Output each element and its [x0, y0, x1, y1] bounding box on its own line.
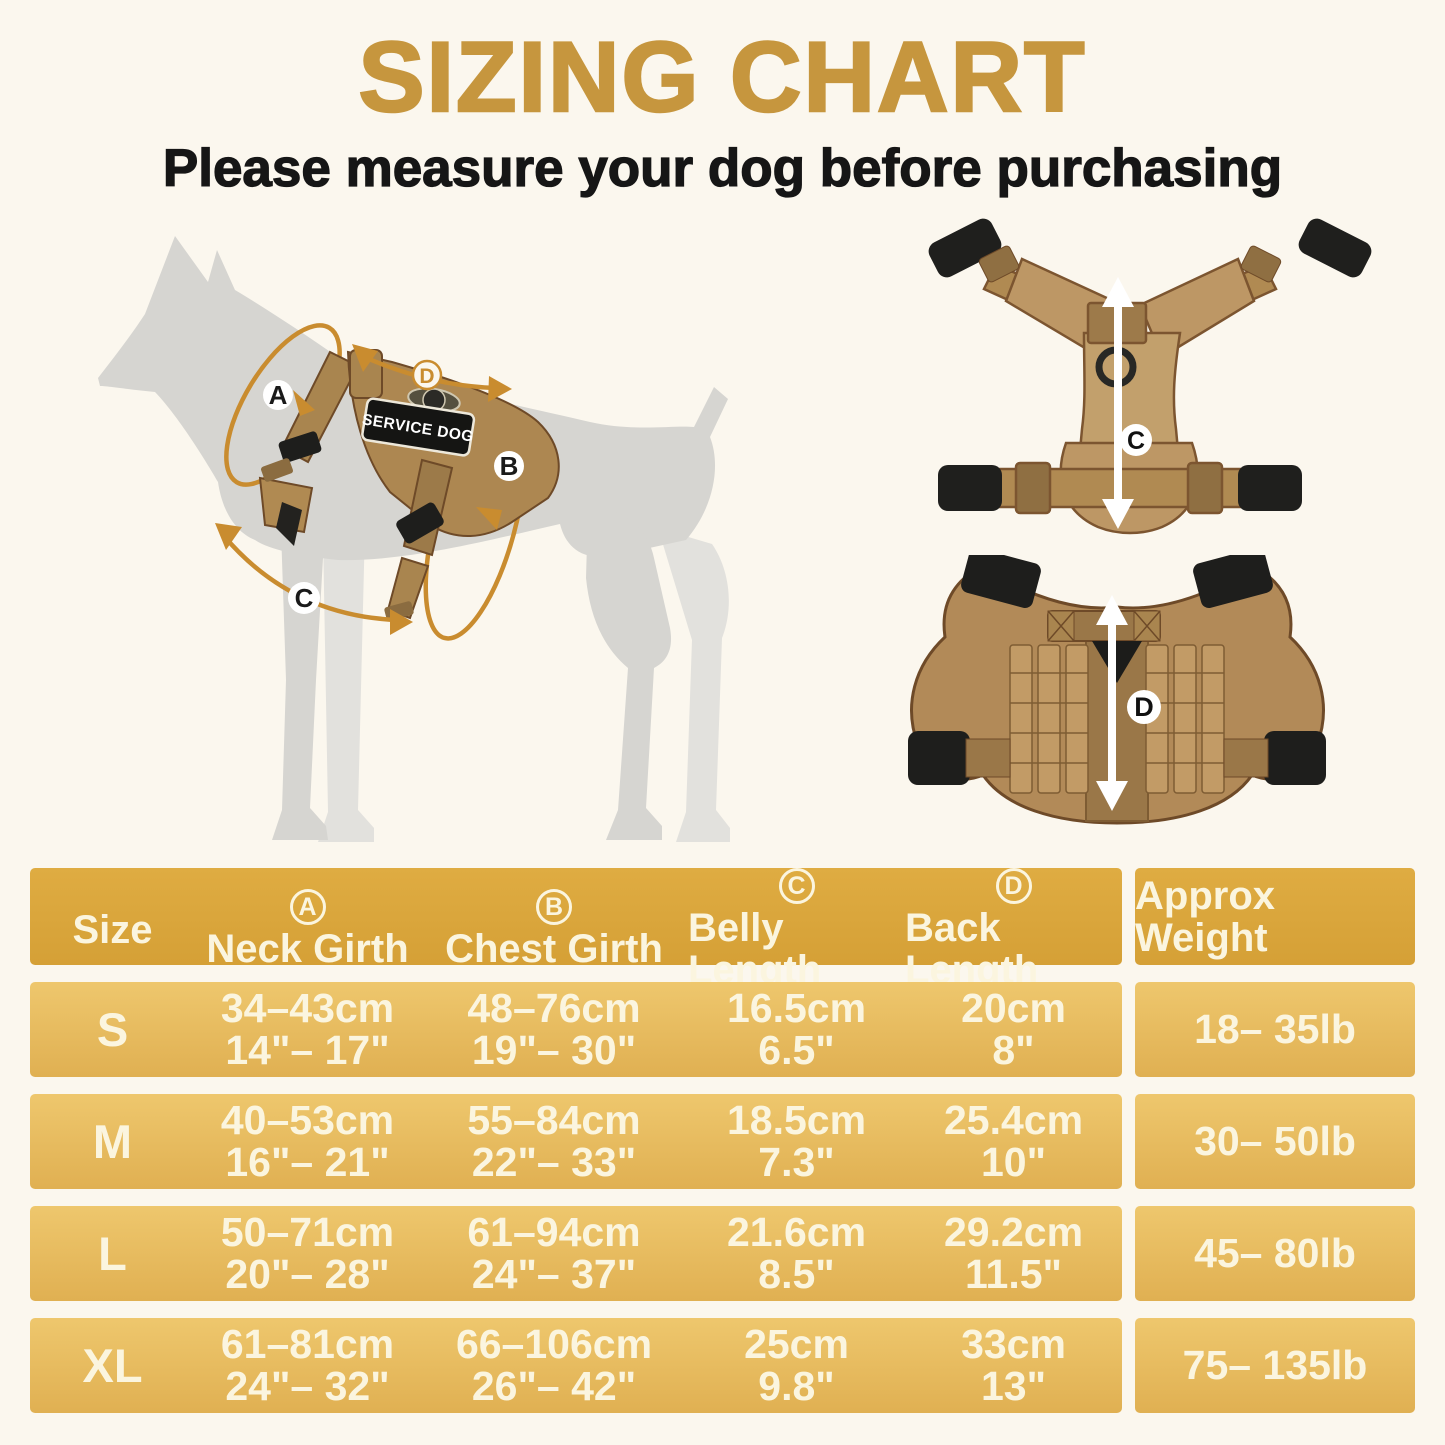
table-row-l: L 50–71cm 20"– 28" 61–94cm 24"– 37" 21.6…: [30, 1206, 1415, 1301]
header-cell-size: Size: [30, 868, 195, 991]
measure-label-d: D: [419, 365, 434, 388]
cell-size: M: [92, 1115, 133, 1168]
header-label: Belly Length: [688, 906, 822, 992]
cell-belly-length: 18.5cm 7.3": [688, 1094, 905, 1189]
header-label: Chest Girth: [445, 927, 663, 971]
value-in: 24"– 37": [471, 1251, 637, 1297]
cell-weight: 18– 35lb: [1194, 1006, 1356, 1052]
value-cm: 33cm: [961, 1321, 1066, 1367]
buckle-icons: [908, 555, 1326, 785]
molle-straps: [1009, 644, 1225, 794]
dog-measurement-diagram: SERVICE DOG A B C D: [98, 236, 730, 842]
value-in: 6.5": [758, 1027, 835, 1073]
value-cm: 50–71cm: [220, 1209, 395, 1255]
cell-belly-length: 25cm 9.8": [688, 1318, 905, 1413]
cell-chest-girth: 48–76cm 19"– 30": [420, 982, 688, 1077]
header-label: Size: [72, 907, 153, 952]
value-in: 11.5": [965, 1251, 1062, 1297]
cell-belly-length: 16.5cm 6.5": [688, 982, 905, 1077]
value-cm: 61–94cm: [467, 1209, 641, 1255]
value-in: 19"– 30": [471, 1027, 637, 1073]
chest-panel-label-c: C: [1127, 427, 1145, 455]
value-cm: 48–76cm: [467, 985, 641, 1031]
cell-weight: 75– 135lb: [1182, 1342, 1368, 1388]
cell-neck-girth: 61–81cm 24"– 32": [195, 1318, 420, 1413]
value-in: 8": [992, 1027, 1035, 1073]
cell-belly-length: 21.6cm 8.5": [688, 1206, 905, 1301]
harness-back-panel-image: D: [908, 555, 1326, 825]
belly-length-arrow-icon: C: [1102, 277, 1152, 529]
value-cm: 16.5cm: [726, 985, 867, 1031]
top-handle: [1047, 610, 1161, 642]
value-in: 16"– 21": [225, 1139, 390, 1185]
cell-neck-girth: 50–71cm 20"– 28": [195, 1206, 420, 1301]
value-cm: 61–81cm: [220, 1321, 395, 1367]
page-title: SIZING CHART: [357, 20, 1087, 134]
value-cm: 18.5cm: [726, 1097, 867, 1143]
value-in: 10": [980, 1139, 1047, 1185]
value-cm: 66–106cm: [455, 1321, 653, 1367]
value-cm: 20cm: [961, 985, 1066, 1031]
page-subtitle: Please measure your dog before purchasin…: [162, 138, 1283, 198]
service-dog-patch: SERVICE DOG: [361, 397, 476, 457]
header-cell-neck-girth: A Neck Girth: [195, 868, 420, 991]
cell-back-length: 33cm 13": [905, 1318, 1122, 1413]
measure-label-c: C: [295, 583, 314, 613]
measure-label-a: A: [269, 380, 288, 410]
cell-back-length: 20cm 8": [905, 982, 1122, 1077]
value-cm: 25cm: [744, 1321, 849, 1367]
header-label: Back Length: [905, 906, 1039, 992]
cell-weight: 45– 80lb: [1194, 1230, 1356, 1276]
value-cm: 55–84cm: [467, 1097, 641, 1143]
header-cell-belly-length: C Belly Length: [688, 868, 905, 991]
value-in: 14"– 17": [225, 1027, 390, 1073]
cell-size: XL: [82, 1339, 143, 1392]
value-cm: 34–43cm: [220, 985, 395, 1031]
table-row-xl: XL 61–81cm 24"– 32" 66–106cm 26"– 42" 25…: [30, 1318, 1415, 1413]
header-cell-chest-girth: B Chest Girth: [420, 868, 688, 991]
value-in: 22"– 33": [471, 1139, 637, 1185]
letter-c-badge: C: [778, 868, 815, 904]
back-length-arrow-icon: D: [1096, 595, 1161, 811]
letter-a-badge: A: [289, 889, 326, 925]
cell-size: L: [98, 1227, 127, 1280]
cell-neck-girth: 40–53cm 16"– 21": [195, 1094, 420, 1189]
header-cell-approx-weight: Approx Weight: [1135, 868, 1415, 965]
cell-weight: 30– 50lb: [1194, 1118, 1356, 1164]
back-panel-label-d: D: [1134, 692, 1154, 722]
header-cell-back-length: D Back Length: [905, 868, 1122, 991]
cell-chest-girth: 66–106cm 26"– 42": [420, 1318, 688, 1413]
cell-chest-girth: 55–84cm 22"– 33": [420, 1094, 688, 1189]
table-row-m: M 40–53cm 16"– 21" 55–84cm 22"– 33" 18.5…: [30, 1094, 1415, 1189]
value-cm: 40–53cm: [220, 1097, 395, 1143]
letter-d-badge: D: [995, 868, 1032, 904]
cell-size: S: [96, 1003, 129, 1056]
value-in: 26"– 42": [471, 1363, 637, 1409]
harness-chest-panel-image: C: [928, 218, 1372, 535]
letter-b-badge: B: [536, 889, 572, 925]
size-table: Size A Neck Girth B Chest Girth C Belly …: [30, 868, 1415, 1430]
harness-buckles: [261, 431, 444, 621]
value-cm: 21.6cm: [726, 1209, 867, 1255]
value-cm: 29.2cm: [943, 1209, 1084, 1255]
measure-label-b: B: [500, 451, 519, 481]
value-in: 7.3": [758, 1139, 835, 1185]
table-header-row: Size A Neck Girth B Chest Girth C Belly …: [30, 868, 1415, 991]
cell-chest-girth: 61–94cm 24"– 37": [420, 1206, 688, 1301]
value-in: 13": [980, 1363, 1047, 1409]
value-cm: 25.4cm: [943, 1097, 1084, 1143]
header-label: Neck Girth: [206, 927, 409, 971]
cell-back-length: 29.2cm 11.5": [905, 1206, 1122, 1301]
value-in: 20"– 28": [225, 1251, 390, 1297]
buckle-icons: [928, 218, 1372, 511]
measure-annotations: A B C D: [215, 344, 524, 635]
header-label: Approx Weight: [1135, 873, 1275, 960]
value-in: 9.8": [758, 1363, 835, 1409]
cell-back-length: 25.4cm 10": [905, 1094, 1122, 1189]
value-in: 24"– 32": [225, 1363, 390, 1409]
cell-neck-girth: 34–43cm 14"– 17": [195, 982, 420, 1077]
value-in: 8.5": [758, 1251, 835, 1297]
table-row-s: S 34–43cm 14"– 17" 48–76cm 19"– 30" 16.5…: [30, 982, 1415, 1077]
